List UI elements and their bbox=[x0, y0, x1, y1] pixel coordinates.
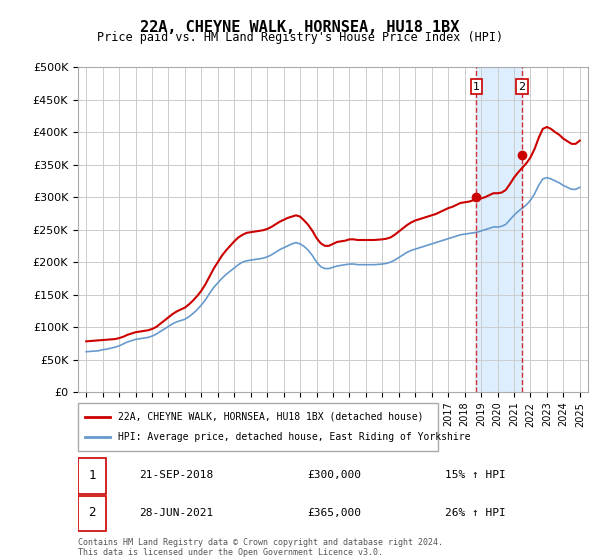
Text: 22A, CHEYNE WALK, HORNSEA, HU18 1BX (detached house): 22A, CHEYNE WALK, HORNSEA, HU18 1BX (det… bbox=[118, 412, 423, 422]
Text: 2: 2 bbox=[518, 82, 526, 92]
Text: 1: 1 bbox=[473, 82, 480, 92]
Text: 21-SEP-2018: 21-SEP-2018 bbox=[139, 470, 214, 480]
Text: Contains HM Land Registry data © Crown copyright and database right 2024.
This d: Contains HM Land Registry data © Crown c… bbox=[78, 538, 443, 557]
Text: 22A, CHEYNE WALK, HORNSEA, HU18 1BX: 22A, CHEYNE WALK, HORNSEA, HU18 1BX bbox=[140, 20, 460, 35]
Text: 28-JUN-2021: 28-JUN-2021 bbox=[139, 508, 214, 518]
Text: 15% ↑ HPI: 15% ↑ HPI bbox=[445, 470, 506, 480]
FancyBboxPatch shape bbox=[78, 496, 106, 531]
Text: 1: 1 bbox=[88, 469, 95, 482]
Text: HPI: Average price, detached house, East Riding of Yorkshire: HPI: Average price, detached house, East… bbox=[118, 432, 470, 442]
FancyBboxPatch shape bbox=[78, 403, 438, 451]
Text: 2: 2 bbox=[88, 506, 95, 520]
FancyBboxPatch shape bbox=[78, 458, 106, 493]
Text: Price paid vs. HM Land Registry's House Price Index (HPI): Price paid vs. HM Land Registry's House … bbox=[97, 31, 503, 44]
Text: £300,000: £300,000 bbox=[308, 470, 361, 480]
Text: 26% ↑ HPI: 26% ↑ HPI bbox=[445, 508, 506, 518]
Bar bbox=[476, 67, 522, 392]
Text: £365,000: £365,000 bbox=[308, 508, 361, 518]
